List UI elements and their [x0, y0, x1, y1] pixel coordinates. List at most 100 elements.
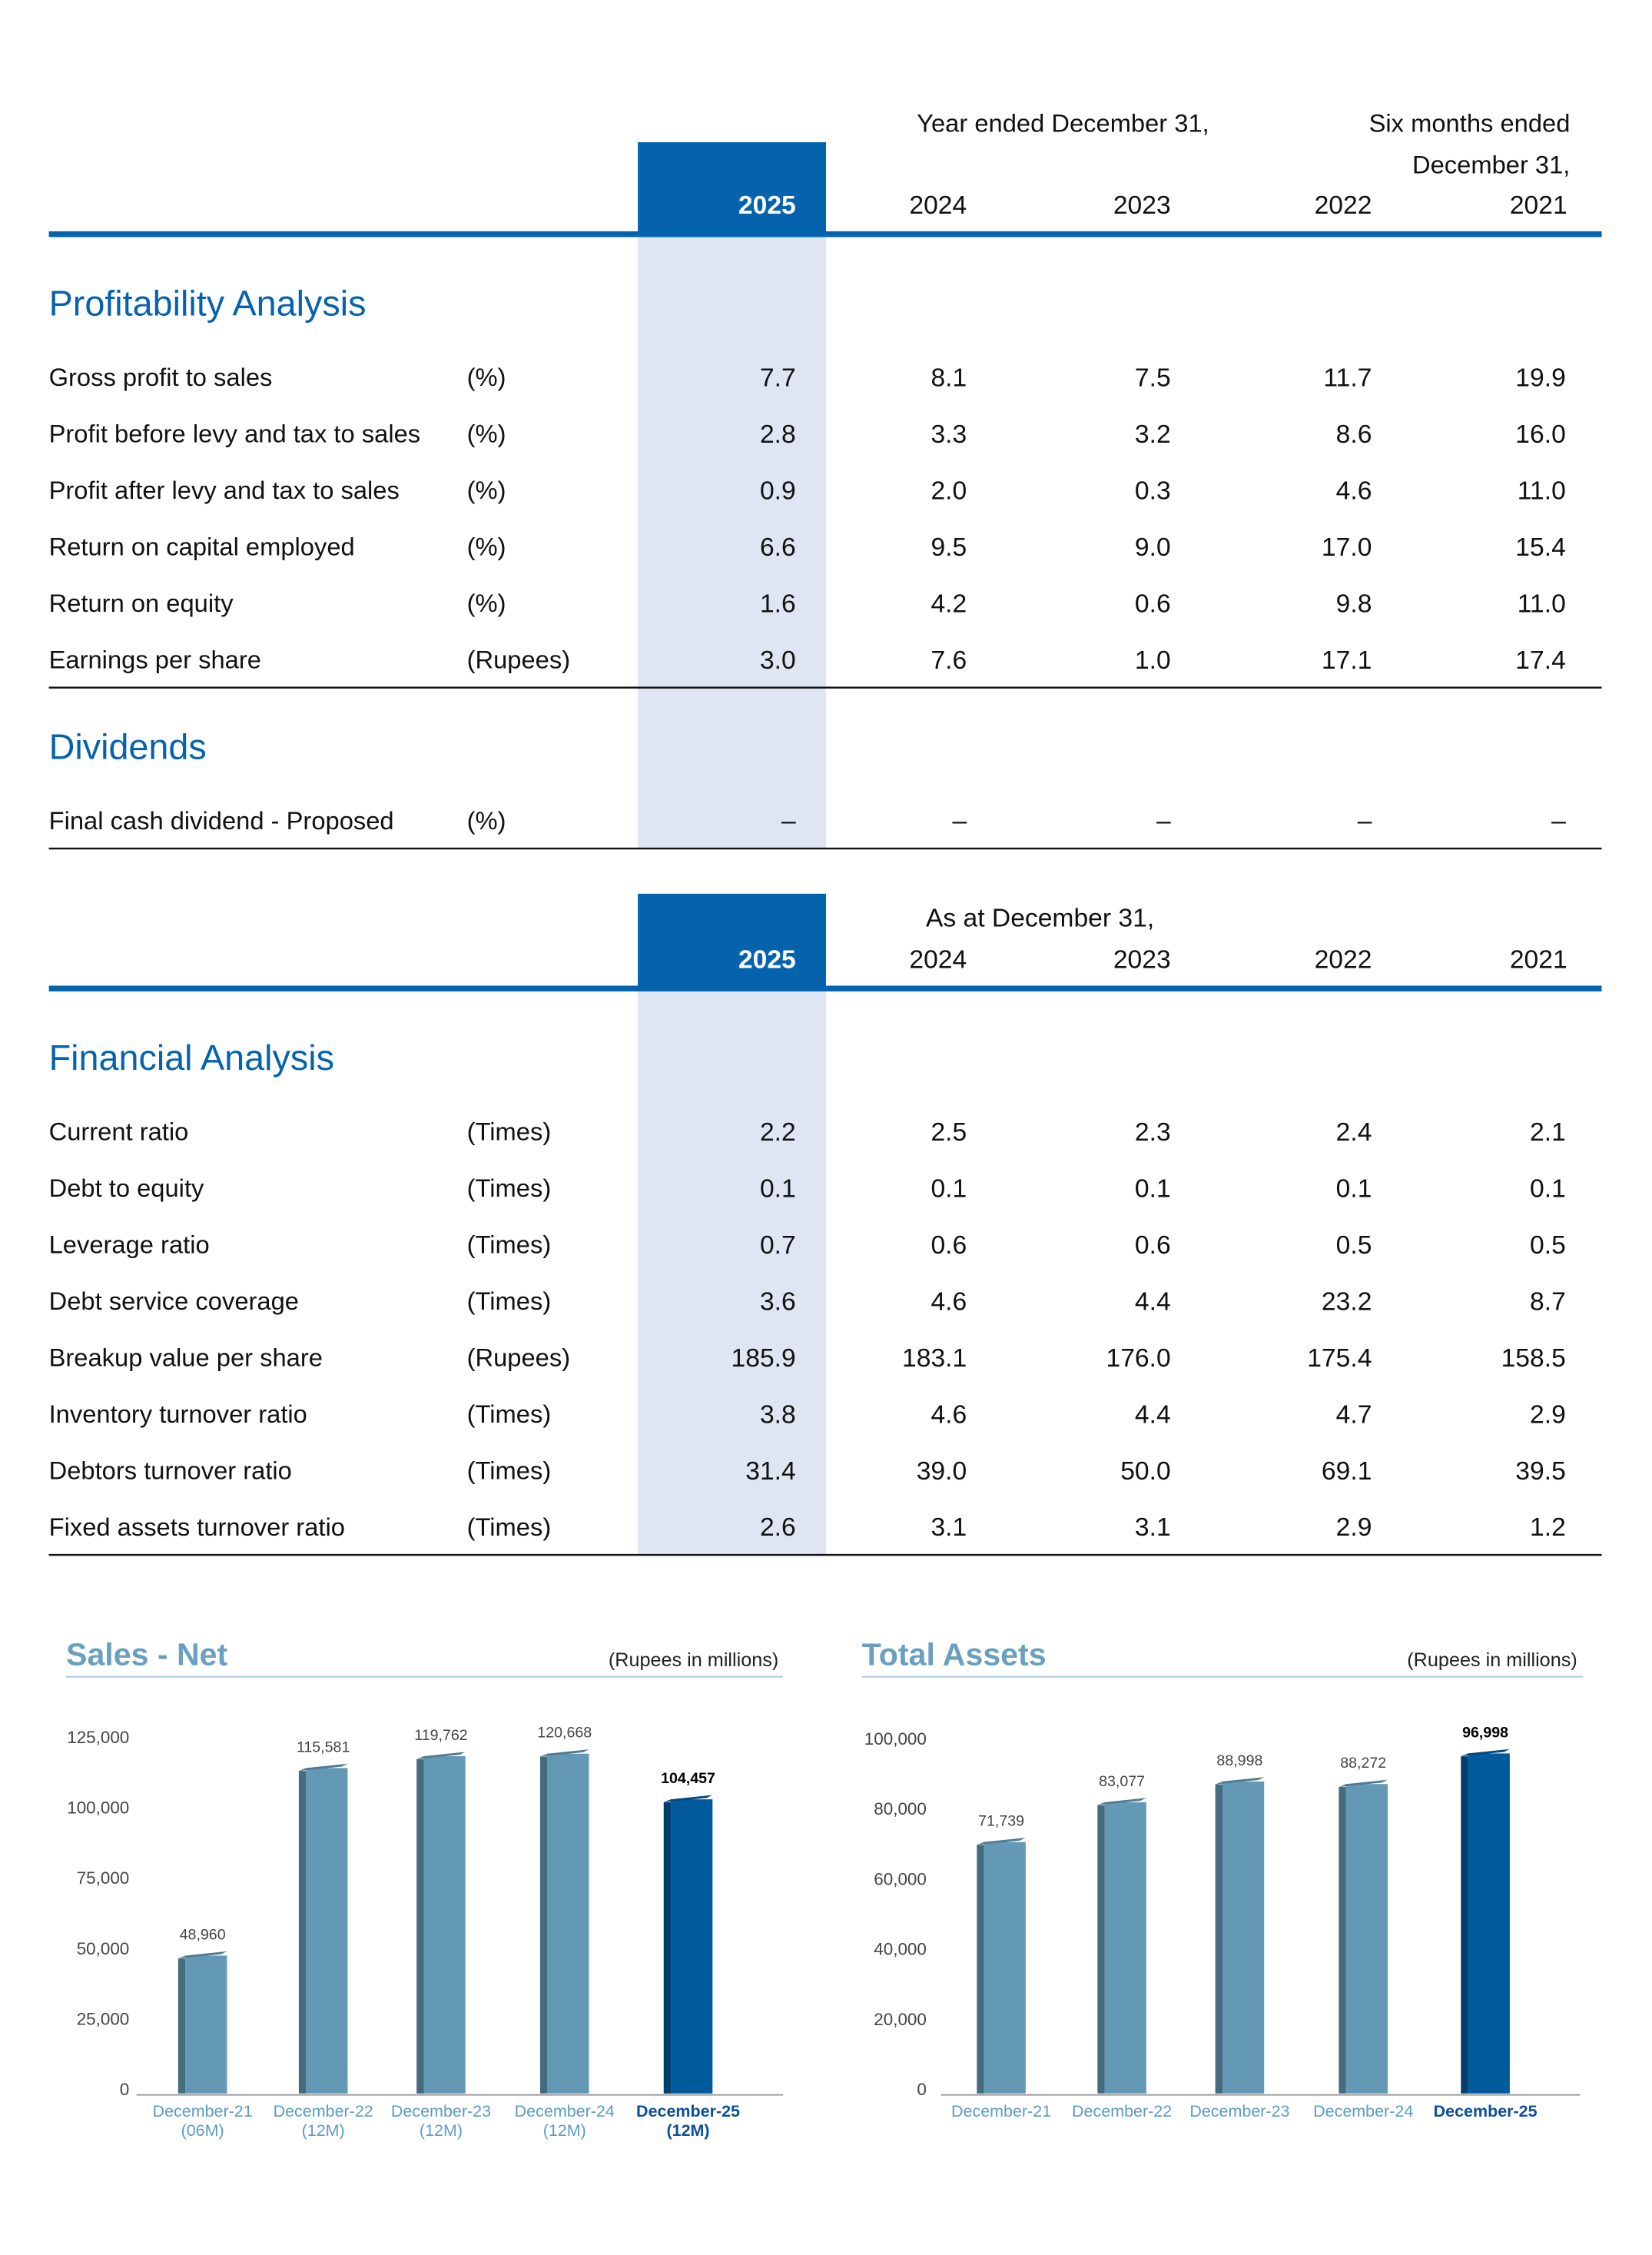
- value-label: 48,960: [180, 1926, 226, 1943]
- year-header: 2022: [1315, 191, 1372, 220]
- y-tick-label: 80,000: [874, 1799, 927, 1818]
- year-header: 2025: [738, 191, 796, 220]
- cell-value: –: [781, 807, 796, 835]
- row-label: Profit before levy and tax to sales: [49, 420, 421, 448]
- row-label: Debt service coverage: [49, 1287, 299, 1315]
- row-unit: (%): [467, 806, 506, 835]
- bar: [423, 1756, 466, 2094]
- bar: [547, 1753, 589, 2094]
- row-label: Profit after levy and tax to sales: [49, 476, 400, 504]
- cell-value: 4.6: [930, 1400, 967, 1429]
- row-unit: (Times): [467, 1287, 552, 1315]
- row-label: Breakup value per share: [49, 1343, 323, 1372]
- chart-title: Total Assets: [862, 1636, 1047, 1672]
- cell-value: 3.3: [930, 420, 967, 449]
- cell-value: 2.1: [1530, 1118, 1566, 1147]
- year-header: 2024: [909, 946, 967, 975]
- row-unit: (Rupees): [467, 1343, 571, 1372]
- header-rule: [48, 231, 1602, 237]
- cell-value: 2.2: [760, 1118, 796, 1147]
- cell-value: 2.3: [1135, 1118, 1171, 1147]
- value-label: 104,457: [661, 1770, 715, 1787]
- bar-side: [1215, 1784, 1222, 2094]
- row-unit: (%): [467, 420, 506, 448]
- row-label: Gross profit to sales: [49, 363, 273, 391]
- bar: [185, 1955, 227, 2094]
- row-label: Inventory turnover ratio: [49, 1400, 307, 1428]
- bar-side: [1339, 1786, 1346, 2094]
- cell-value: 2.0: [930, 477, 967, 505]
- cell-value: 16.0: [1515, 420, 1565, 449]
- cell-value: 0.1: [930, 1174, 967, 1203]
- cell-value: 9.0: [1135, 533, 1171, 562]
- bar-top: [663, 1795, 713, 1802]
- year-header: 2023: [1113, 191, 1171, 220]
- cell-value: 69.1: [1322, 1457, 1372, 1486]
- cell-value: 3.1: [930, 1513, 967, 1542]
- section-title: Profitability Analysis: [49, 284, 367, 324]
- highlight-column: [638, 234, 826, 849]
- cell-value: 4.2: [930, 589, 967, 618]
- cell-value: 39.5: [1515, 1457, 1565, 1486]
- cell-value: 8.7: [1530, 1287, 1566, 1316]
- bar: [1345, 1784, 1388, 2094]
- cell-value: 0.7: [760, 1231, 796, 1260]
- cell-value: 1.0: [1135, 646, 1171, 675]
- cell-value: 2.5: [930, 1118, 967, 1147]
- cell-value: 0.6: [930, 1231, 967, 1260]
- cell-value: 158.5: [1501, 1344, 1566, 1373]
- cell-value: 0.9: [760, 477, 796, 505]
- bar: [1222, 1781, 1265, 2094]
- bar-side: [1461, 1756, 1468, 2094]
- cell-value: 2.9: [1530, 1400, 1566, 1429]
- x-tick-sublabel: (12M): [666, 2121, 709, 2140]
- cell-value: 7.5: [1135, 364, 1171, 392]
- bar: [984, 1842, 1026, 2094]
- section-rule: [48, 1553, 1602, 1556]
- year-header: 2022: [1315, 946, 1372, 975]
- section-rule: [48, 847, 1602, 850]
- cell-value: –: [1156, 807, 1171, 835]
- x-tick-sublabel: (12M): [302, 2121, 345, 2140]
- x-tick-label: December-22: [274, 2102, 373, 2120]
- row-unit: (%): [467, 533, 506, 561]
- cell-value: 39.0: [917, 1457, 967, 1486]
- x-tick-label: December-21: [951, 2102, 1051, 2120]
- cell-value: 11.0: [1518, 477, 1566, 505]
- cell-value: 11.7: [1323, 364, 1372, 392]
- cell-value: 0.6: [1135, 1231, 1171, 1260]
- header-note: December 31,: [1412, 151, 1570, 179]
- header-rule: [48, 985, 1602, 991]
- value-label: 115,581: [297, 1739, 350, 1755]
- bar: [671, 1799, 713, 2094]
- x-tick-label: December-25: [1434, 2102, 1538, 2120]
- chart-units: (Rupees in millions): [1407, 1649, 1577, 1671]
- bar-side: [1097, 1805, 1105, 2094]
- cell-value: 6.6: [760, 533, 796, 562]
- cell-value: 7.6: [930, 646, 967, 675]
- cell-value: 9.8: [1336, 589, 1372, 618]
- x-tick-label: December-21: [153, 2102, 253, 2120]
- cell-value: 8.6: [1336, 420, 1372, 449]
- cell-value: 0.1: [760, 1174, 796, 1203]
- bar-top: [1215, 1777, 1265, 1785]
- bar-top: [1097, 1798, 1146, 1805]
- x-tick-label: December-22: [1072, 2102, 1172, 2120]
- row-label: Debtors turnover ratio: [49, 1456, 292, 1485]
- cell-value: 4.6: [930, 1287, 967, 1316]
- y-tick-label: 75,000: [77, 1868, 130, 1888]
- row-unit: (Times): [467, 1230, 552, 1259]
- cell-value: 185.9: [731, 1344, 796, 1373]
- header-note: As at December 31,: [926, 904, 1154, 932]
- year-header: 2021: [1510, 191, 1567, 220]
- bar-top: [1339, 1779, 1388, 1787]
- bar-side: [539, 1756, 548, 2094]
- row-label: Return on capital employed: [49, 533, 355, 561]
- year-header: 2023: [1113, 946, 1171, 975]
- cell-value: 4.4: [1135, 1287, 1171, 1316]
- section-title: Financial Analysis: [49, 1038, 334, 1078]
- bar: [1104, 1802, 1146, 2094]
- value-label: 96,998: [1462, 1724, 1508, 1741]
- cell-value: 8.1: [930, 364, 967, 392]
